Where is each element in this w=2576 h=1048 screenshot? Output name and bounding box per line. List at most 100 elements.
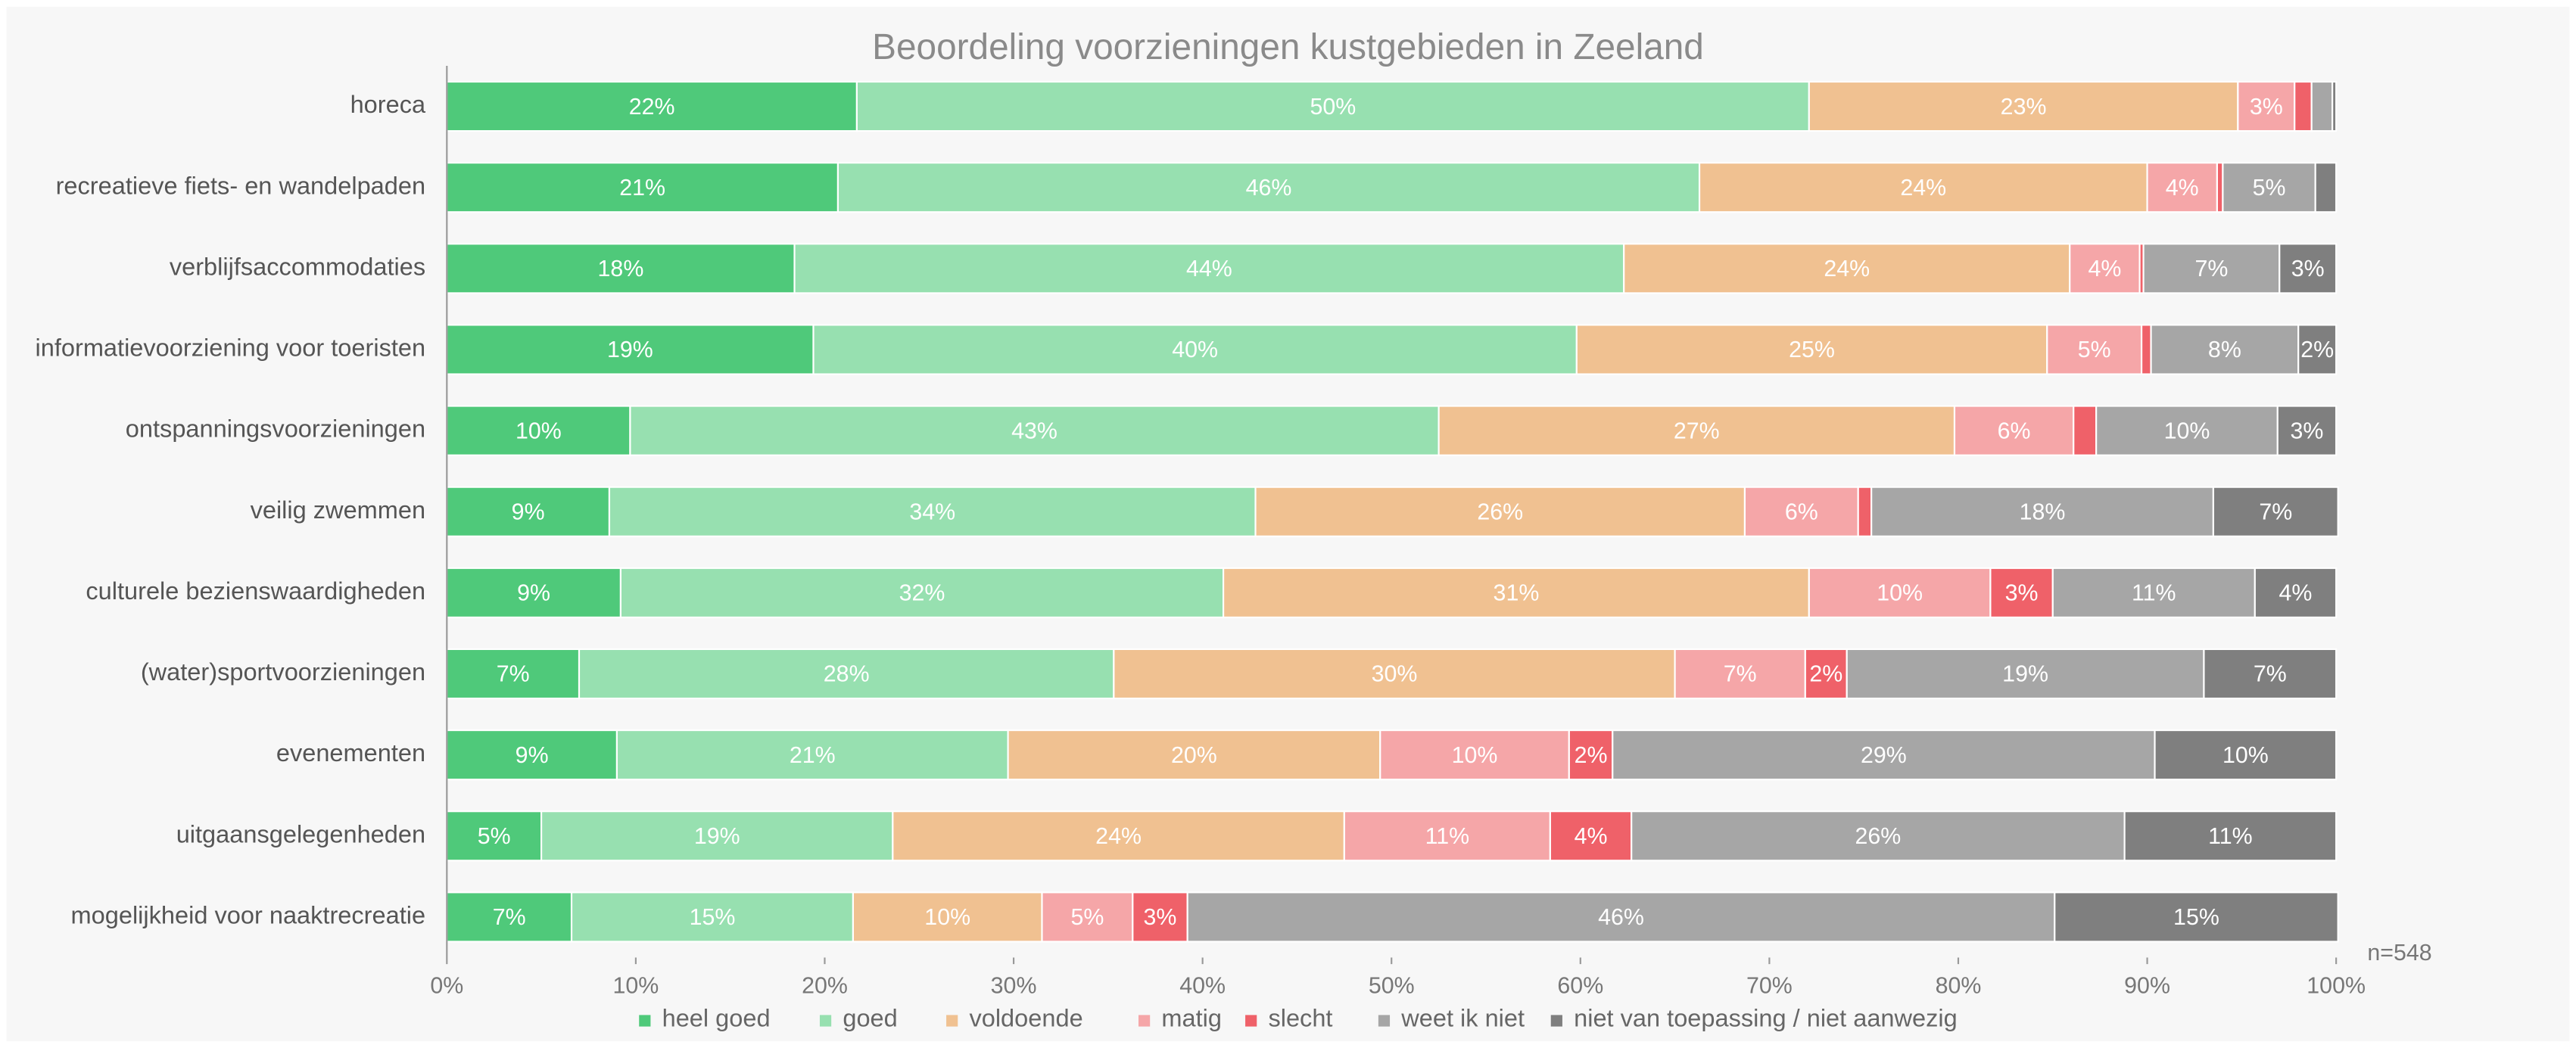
data-label: 6% bbox=[1998, 418, 2031, 443]
bar-segment bbox=[2297, 324, 2338, 375]
legend-label: weet ik niet bbox=[1400, 1005, 1525, 1032]
data-label: 7% bbox=[1724, 661, 1757, 687]
data-label: 3% bbox=[2291, 256, 2325, 281]
data-label: 43% bbox=[1011, 418, 1057, 443]
bar-segment bbox=[1953, 405, 2075, 456]
data-label: 2% bbox=[1575, 742, 1608, 768]
bar-segment bbox=[446, 891, 573, 943]
x-tick-label: 70% bbox=[1746, 973, 1793, 999]
data-label: 2% bbox=[1809, 661, 1842, 687]
data-label: 10% bbox=[1877, 580, 1923, 606]
data-label: 31% bbox=[1494, 580, 1540, 606]
bar-segment bbox=[2142, 243, 2281, 294]
legend-label: slecht bbox=[1268, 1005, 1332, 1032]
category-label: culturele bezienswaardigheden bbox=[86, 577, 425, 605]
data-label: 7% bbox=[2259, 499, 2292, 524]
x-tick-label: 10% bbox=[613, 973, 659, 999]
category-label: mogelijkheid voor naaktrecreatie bbox=[71, 901, 426, 928]
x-tick-label: 40% bbox=[1179, 973, 1226, 999]
data-label: 27% bbox=[1674, 418, 1720, 443]
bar-segment bbox=[2222, 162, 2316, 213]
category-label: verblijfsaccommodaties bbox=[170, 253, 425, 280]
data-label: 9% bbox=[517, 580, 550, 606]
bar-segment bbox=[1113, 648, 1676, 700]
data-label: 7% bbox=[2194, 256, 2228, 281]
category-label: informatievoorziening voor toeristen bbox=[36, 334, 426, 362]
bar-segment bbox=[446, 810, 543, 862]
bar-segment bbox=[2314, 162, 2338, 213]
bar-segment bbox=[2140, 324, 2152, 375]
bar-segment bbox=[1186, 891, 2056, 943]
bar-segment bbox=[1808, 567, 1992, 618]
data-label: 18% bbox=[2020, 499, 2066, 524]
data-label: 20% bbox=[1171, 742, 1217, 768]
annotation: n=548 bbox=[2367, 940, 2431, 966]
category-label: ontspanningsvoorzieningen bbox=[126, 415, 425, 443]
x-tick-label: 30% bbox=[991, 973, 1037, 999]
bar-segment bbox=[1743, 486, 1859, 537]
category-label: horeca bbox=[350, 91, 426, 118]
chart-title: Beoordeling voorzieningen kustgebieden i… bbox=[872, 27, 1704, 67]
bar-segment bbox=[446, 486, 611, 537]
legend-label: goed bbox=[843, 1005, 897, 1032]
legend-marker bbox=[1245, 1015, 1257, 1027]
bar-segment bbox=[2069, 243, 2141, 294]
x-tick-label: 100% bbox=[2307, 973, 2366, 999]
legend-label: niet van toepassing / niet aanwezig bbox=[1574, 1005, 1958, 1032]
data-label: 30% bbox=[1372, 661, 1418, 687]
bar-segment bbox=[1612, 729, 2156, 781]
legend-label: voldoende bbox=[969, 1005, 1082, 1032]
data-label: 24% bbox=[1900, 175, 1946, 201]
bar-segment bbox=[1631, 810, 2126, 862]
bar-segment bbox=[629, 405, 1440, 456]
x-tick-label: 80% bbox=[1936, 973, 1982, 999]
data-label: 28% bbox=[824, 661, 870, 687]
bar-segment bbox=[2123, 810, 2338, 862]
data-label: 6% bbox=[1785, 499, 1818, 524]
bar-segment bbox=[1989, 567, 2054, 618]
legend-marker bbox=[639, 1015, 651, 1027]
data-label: 19% bbox=[694, 823, 740, 849]
bar-segment bbox=[2279, 243, 2338, 294]
bar-segment bbox=[1379, 729, 1570, 781]
legend-label: matig bbox=[1161, 1005, 1222, 1032]
data-label: 11% bbox=[2132, 580, 2176, 606]
data-label: 5% bbox=[2078, 337, 2111, 362]
category-label: (water)sportvoorzieningen bbox=[141, 658, 425, 686]
data-label: 11% bbox=[1425, 823, 1470, 849]
data-label: 10% bbox=[516, 418, 562, 443]
data-label: 15% bbox=[2173, 904, 2219, 930]
data-label: 2% bbox=[2300, 337, 2334, 362]
bar-segment bbox=[446, 80, 858, 132]
data-label: 24% bbox=[1095, 823, 1142, 849]
data-label: 10% bbox=[924, 904, 970, 930]
data-label: 5% bbox=[2253, 175, 2286, 201]
bar-segment bbox=[812, 324, 1578, 375]
legend-marker bbox=[819, 1015, 832, 1027]
data-label: 7% bbox=[497, 661, 530, 687]
data-label: 3% bbox=[2250, 94, 2283, 120]
data-label: 7% bbox=[493, 904, 526, 930]
data-label: 5% bbox=[1070, 904, 1104, 930]
bar-segment bbox=[1132, 891, 1188, 943]
x-tick-label: 90% bbox=[2124, 973, 2170, 999]
bar-segment bbox=[2051, 567, 2256, 618]
bar-segment bbox=[446, 243, 796, 294]
bar-segment bbox=[1804, 648, 1848, 700]
bar-segment bbox=[578, 648, 1115, 700]
data-label: 3% bbox=[2291, 418, 2324, 443]
data-label: 3% bbox=[1144, 904, 1177, 930]
data-label: 23% bbox=[2001, 94, 2047, 120]
data-label: 19% bbox=[607, 337, 653, 362]
data-label: 9% bbox=[512, 499, 545, 524]
bar-segment bbox=[2203, 648, 2338, 700]
bar-segment bbox=[2216, 162, 2224, 213]
data-label: 40% bbox=[1172, 337, 1218, 362]
bar-segment bbox=[1846, 648, 2205, 700]
data-label: 8% bbox=[2208, 337, 2241, 362]
bar-segment bbox=[615, 729, 1009, 781]
data-label: 25% bbox=[1789, 337, 1835, 362]
data-label: 18% bbox=[598, 256, 644, 281]
legend-label: heel goed bbox=[662, 1005, 771, 1032]
